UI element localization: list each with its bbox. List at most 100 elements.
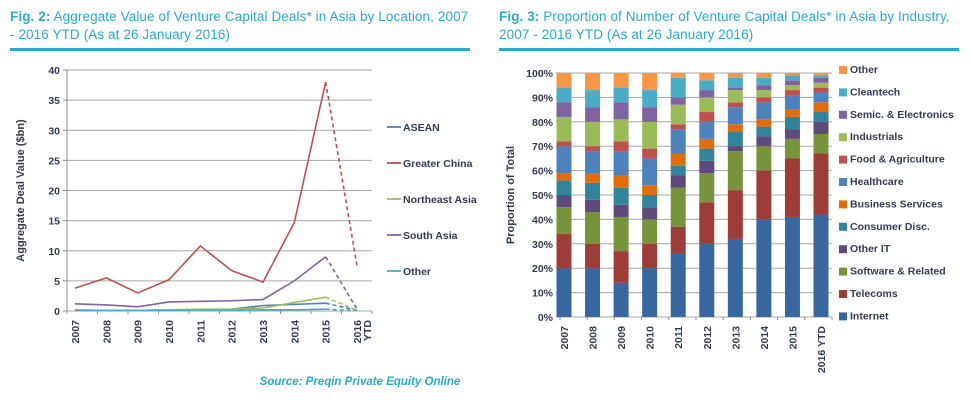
bar-segment-internet — [556, 267, 572, 317]
series-line-northeast-asia — [74, 295, 326, 311]
bar-segment-internet — [727, 238, 743, 317]
bar-2011 — [670, 72, 686, 317]
series-dashed-northeast-asia — [325, 296, 358, 311]
bar-segment-food-agriculture — [813, 87, 829, 93]
legend-item-telecoms: Telecoms — [839, 288, 898, 300]
x-tick-label: 2010 — [164, 319, 176, 343]
bar-segment-other — [642, 72, 658, 90]
fig3-title: Fig. 3: Proportion of Number of Venture … — [499, 8, 959, 44]
x-tick-label: 2008 — [588, 325, 600, 349]
bar-segment-cleantech — [699, 79, 715, 90]
legend-swatch-square — [839, 110, 847, 119]
bar-segment-industrials — [556, 116, 572, 141]
y-tick-label: 10% — [532, 287, 554, 299]
fig2-y-axis-title: Aggregate Deal Value ($bn) — [15, 119, 27, 262]
bar-segment-other-it — [784, 128, 800, 139]
fig2-line-chart: 0 5 10 15 20 25 30 35 40 2007 2008 2009 2010 2011 2012… — [15, 65, 477, 343]
bar-segment-industrials — [642, 121, 658, 149]
legend-item-semic-electronics: Semic. & Electronics — [839, 108, 954, 120]
legend-label: Consumer Disc. — [850, 220, 930, 232]
fig3-title-underline — [499, 47, 959, 51]
series-line-south-asia — [74, 255, 327, 308]
bar-segment-industrials — [699, 97, 715, 112]
bar-segment-cleantech — [813, 75, 829, 78]
bar-2007 — [556, 72, 572, 317]
bar-segment-software-related — [642, 219, 658, 244]
fig2-panel: Fig. 2: Aggregate Value of Venture Capit… — [10, 9, 477, 388]
fig3-stacked-bar-chart: 0% 10% 20% 30% 40% 50% 60% 70% 80% 90% 100% 2007 200… — [505, 64, 954, 373]
legend-label: Greater China — [403, 158, 473, 170]
bar-segment-cleantech — [585, 89, 601, 107]
legend-item-healthcare: Healthcare — [839, 176, 904, 188]
fig3-title-text: Proportion of Number of Venture Capital … — [499, 9, 950, 42]
y-tick-label: 15 — [48, 215, 60, 227]
legend-item-internet: Internet — [839, 310, 889, 322]
bar-segment-other — [813, 72, 829, 76]
x-tick-label: 2015 — [321, 319, 333, 343]
bar-segment-consumer-disc — [585, 182, 601, 200]
bar-segment-business-services — [699, 138, 715, 149]
legend-label: Other — [403, 266, 431, 278]
bar-segment-internet — [613, 282, 629, 317]
legend-swatch-square — [839, 65, 847, 74]
bar-segment-food-agriculture — [556, 140, 572, 146]
legend-item-cleantech: Cleantech — [839, 86, 900, 98]
y-tick-label: 50% — [532, 190, 554, 202]
legend-item-software-related: Software & Related — [839, 265, 946, 277]
y-tick-label: 30 — [48, 125, 60, 137]
legend-item-food-agriculture: Food & Agriculture — [839, 153, 945, 165]
fig3-y-axis-title: Proportion of Total — [505, 146, 517, 244]
x-tick-label: 2014 — [759, 325, 771, 349]
bar-2016-ytd — [813, 72, 829, 317]
bar-segment-other-it — [642, 206, 658, 220]
fig3-panel: Fig. 3: Proportion of Number of Venture … — [485, 0, 970, 400]
bar-segment-healthcare — [756, 101, 772, 119]
bar-segment-semic-electronics — [756, 84, 772, 90]
legend-label: Healthcare — [850, 176, 904, 188]
series-dashed-asean — [325, 302, 358, 311]
bar-segment-food-agriculture — [699, 111, 715, 122]
bar-segment-healthcare — [613, 150, 629, 176]
bar-segment-food-agriculture — [784, 89, 800, 95]
bar-2010 — [642, 72, 658, 317]
legend-swatch-square — [839, 289, 847, 298]
bar-segment-telecoms — [784, 158, 800, 217]
legend-label: Business Services — [850, 198, 943, 210]
bar-segment-business-services — [613, 175, 629, 188]
fig2-title-text: Aggregate Value of Venture Capital Deals… — [10, 9, 469, 42]
y-tick-label: 20% — [532, 263, 554, 275]
legend-item-business-services: Business Services — [839, 198, 943, 210]
bar-segment-industrials — [585, 121, 601, 146]
bar-segment-semic-electronics — [670, 97, 686, 105]
x-tick-label: 2013 — [258, 319, 270, 343]
series-line-other — [75, 308, 326, 311]
x-tick-label: 2011 — [673, 325, 685, 348]
bar-segment-other-it — [670, 175, 686, 188]
legend-item-other: Other — [839, 64, 878, 76]
bar-segment-other — [727, 72, 743, 78]
legend-swatch-square — [839, 155, 847, 164]
bar-segment-semic-electronics — [699, 89, 715, 98]
x-tick-label: 2007 — [559, 325, 571, 349]
bar-segment-other-it — [556, 194, 572, 207]
bar-segment-healthcare — [813, 92, 829, 102]
bar-segment-business-services — [727, 123, 743, 132]
bar-segment-industrials — [784, 84, 800, 90]
bar-segment-healthcare — [585, 150, 601, 173]
bar-segment-cleantech — [642, 89, 658, 107]
bar-segment-software-related — [670, 187, 686, 227]
bar-segment-internet — [756, 219, 772, 317]
bar-segment-internet — [585, 267, 601, 317]
legend-label: Industrials — [850, 131, 903, 143]
legend-label: Other — [850, 64, 878, 76]
y-tick-label: 40% — [532, 214, 554, 226]
bar-segment-software-related — [727, 150, 743, 190]
bar-segment-healthcare — [556, 145, 572, 173]
bar-segment-other — [585, 72, 601, 90]
legend-swatch-square — [839, 200, 847, 209]
source-note: Source: Preqin Private Equity Online — [259, 376, 461, 388]
bar-segment-telecoms — [585, 243, 601, 268]
bar-segment-consumer-disc — [556, 179, 572, 195]
y-tick-label: 70% — [532, 141, 554, 153]
bar-segment-other — [756, 72, 772, 78]
